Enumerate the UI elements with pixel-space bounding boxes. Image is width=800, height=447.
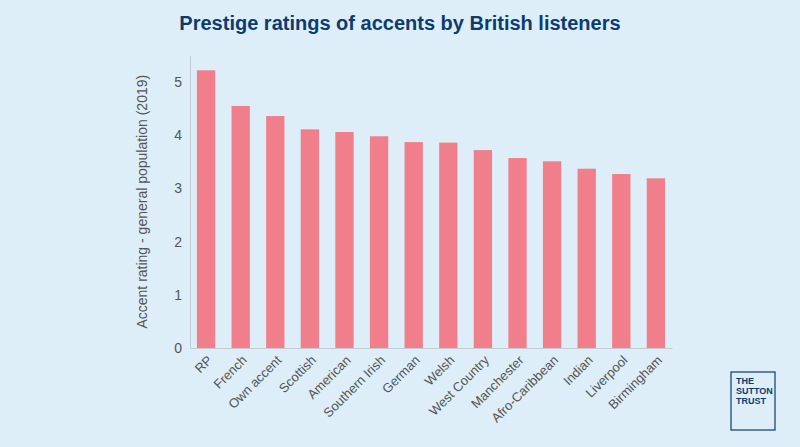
x-tick: RP — [192, 348, 215, 376]
x-tick-label: Afro-Caribbean — [488, 353, 561, 426]
x-tick: West Country — [426, 348, 492, 419]
bar — [543, 161, 561, 348]
bar — [578, 169, 596, 348]
bar — [474, 150, 492, 348]
x-tick-label: Southern Irish — [320, 353, 388, 421]
logo: THESUTTONTRUST — [731, 372, 775, 430]
bar — [335, 132, 353, 348]
y-tick-label: 0 — [174, 340, 182, 356]
bar — [232, 106, 250, 348]
bar — [612, 174, 630, 348]
y-tick-label: 2 — [174, 234, 182, 250]
x-tick: Birmingham — [605, 348, 665, 412]
x-tick: German — [379, 348, 423, 396]
y-tick: 5 — [174, 74, 190, 90]
x-tick-label: German — [379, 353, 423, 397]
bar — [197, 70, 215, 348]
bar — [266, 116, 284, 348]
y-tick: 0 — [174, 340, 190, 356]
y-axis-line — [190, 56, 191, 349]
x-tick: Afro-Caribbean — [488, 348, 561, 425]
y-axis-title: Accent rating - general population (2019… — [134, 75, 150, 329]
x-axis-line — [191, 348, 673, 349]
bar — [405, 142, 423, 348]
bar — [370, 136, 388, 348]
y-tick: 3 — [174, 180, 190, 196]
y-tick: 4 — [174, 127, 190, 143]
y-axis: 0 1 2 3 4 5 — [174, 56, 190, 356]
y-tick: 2 — [174, 234, 190, 250]
source: THESUTTONTRUST — [736, 376, 773, 406]
bar — [439, 143, 457, 348]
x-tick-label: RP — [192, 353, 215, 376]
logo-frame — [731, 372, 775, 430]
background — [0, 0, 800, 447]
bars — [197, 70, 665, 348]
title: Prestige ratings of accents by British l… — [179, 12, 620, 34]
x-tick-label: Own accent — [225, 352, 284, 411]
x-axis: RPFrenchOwn accentScottishAmericanSouthe… — [191, 348, 673, 425]
bar — [301, 129, 319, 348]
y-tick-label: 3 — [174, 180, 182, 196]
y-tick: 1 — [174, 287, 190, 303]
y-tick-label: 4 — [174, 127, 182, 143]
x-tick: Southern Irish — [320, 348, 388, 420]
y-tick-label: 1 — [174, 287, 182, 303]
x-tick: Own accent — [225, 348, 284, 412]
bar — [508, 158, 526, 348]
bar — [647, 178, 665, 348]
chart: Prestige ratings of accents by British l… — [0, 0, 800, 447]
y-tick-label: 5 — [174, 74, 182, 90]
x-tick-label: Birmingham — [605, 353, 665, 413]
